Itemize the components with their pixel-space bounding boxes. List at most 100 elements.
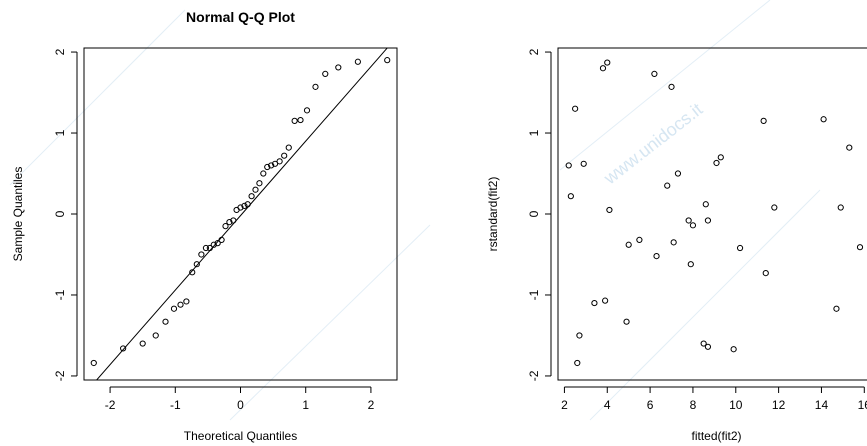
qq-point-7	[183, 298, 190, 305]
qq-x-tick-label-1: -1	[170, 398, 181, 412]
qq-point-6	[177, 301, 184, 308]
resid-point-21	[689, 222, 697, 229]
resid-x-tick-label-3: 8	[690, 398, 697, 412]
watermark-line-0	[9, 9, 186, 186]
watermark-line-3	[589, 189, 821, 421]
resid-point-27	[713, 159, 720, 167]
resid-point-18	[670, 239, 677, 246]
resid-y-tick-label-3: 1	[527, 129, 541, 136]
qq-point-0	[90, 359, 97, 367]
qq-point-17	[226, 218, 233, 226]
qq-x-tick-label-2: 0	[237, 398, 244, 412]
resid-point-14	[651, 70, 658, 78]
resid-y-tick-label-1: -1	[527, 289, 541, 300]
resid-y-tick-label-2: 0	[527, 210, 541, 217]
qq-y-axis-label: Sample Quantiles	[11, 167, 25, 262]
resid-point-12	[625, 241, 632, 248]
resid-point-17	[668, 83, 675, 90]
resid-point-24	[704, 217, 712, 224]
qq-point-3	[152, 332, 159, 339]
resid-x-tick-label-7: 16	[858, 398, 867, 412]
qq-y-tick-label-3: 1	[53, 129, 67, 136]
qq-title: Normal Q-Q Plot	[186, 9, 295, 25]
resid-x-tick-label-0: 2	[561, 398, 568, 412]
resid-point-35	[833, 305, 840, 312]
qq-point-21	[241, 202, 248, 210]
qq-point-2	[139, 340, 146, 347]
qq-point-5	[170, 305, 178, 312]
watermark: www.unidocs.it	[9, 0, 821, 421]
qq-reference-line	[95, 48, 388, 380]
resid-point-25	[704, 343, 712, 350]
qq-point-8	[189, 269, 196, 276]
qq-point-36	[312, 83, 319, 90]
resid-point-38	[856, 244, 864, 251]
resid-x-tick-label-2: 6	[647, 398, 654, 412]
resid-point-28	[717, 154, 724, 161]
resid-point-20	[685, 217, 692, 224]
qq-point-39	[354, 58, 361, 65]
resid-x-tick-label-4: 10	[729, 398, 743, 412]
resid-point-11	[623, 318, 630, 325]
resid-y-tick-label-0: -2	[527, 370, 541, 381]
qq-y-tick-label-0: -2	[53, 370, 67, 381]
resid-point-26	[700, 340, 707, 347]
qq-point-24	[252, 186, 259, 193]
resid-point-4	[580, 160, 587, 167]
qq-point-16	[222, 223, 229, 230]
qq-point-40	[384, 57, 391, 64]
qq-point-14	[214, 240, 221, 247]
qq-point-26	[260, 170, 267, 177]
resid-point-2	[572, 105, 579, 112]
resid-point-22	[687, 261, 694, 268]
qq-x-axis-label: Theoretical Quantiles	[184, 429, 297, 443]
qq-x-tick-label-4: 2	[368, 398, 375, 412]
resid-x-axis: 2 4 6 8 10 12 14 16	[561, 386, 867, 412]
qq-point-37	[322, 70, 329, 78]
qq-point-30	[276, 158, 283, 165]
qq-point-29	[271, 160, 279, 167]
resid-point-9	[606, 206, 613, 214]
qq-data-layer	[90, 48, 391, 380]
resid-x-tick-label-6: 14	[815, 398, 829, 412]
qq-point-13	[210, 241, 217, 248]
qq-point-1	[120, 345, 127, 352]
resid-point-1	[567, 193, 574, 200]
qq-point-38	[335, 64, 342, 71]
qq-y-tick-label-4: 2	[53, 48, 67, 55]
qq-point-10	[198, 251, 205, 258]
qq-point-22	[244, 201, 251, 208]
resid-point-3	[576, 332, 583, 339]
residual-plot: 246810121416-2-1012fitted(fit2)rstandard…	[486, 47, 867, 443]
resid-x-tick-label-5: 12	[772, 398, 786, 412]
resid-point-23	[702, 201, 709, 208]
qq-point-9	[193, 261, 200, 268]
qq-point-11	[202, 244, 210, 252]
watermark-line-1	[229, 224, 431, 421]
watermark-text: www.unidocs.it	[599, 99, 706, 189]
qq-point-28	[268, 162, 275, 169]
resid-point-34	[820, 116, 827, 123]
resid-point-15	[653, 253, 660, 260]
resid-y-tick-label-4: 2	[527, 48, 541, 55]
qq-point-34	[297, 116, 304, 124]
resid-y-axis: -2 -1 0 1 2	[527, 48, 552, 381]
resid-point-6	[591, 299, 598, 307]
qq-point-25	[256, 180, 263, 187]
resid-point-16	[664, 182, 671, 189]
resid-point-37	[846, 144, 853, 151]
qq-point-35	[303, 107, 311, 114]
qq-point-12	[206, 244, 213, 252]
resid-point-13	[636, 236, 643, 244]
watermark-line-2	[559, 0, 771, 171]
resid-point-19	[674, 170, 682, 177]
qq-point-32	[285, 144, 292, 151]
qq-y-tick-label-2: 0	[53, 210, 67, 217]
resid-point-30	[736, 244, 744, 252]
qq-point-15	[218, 236, 225, 244]
qq-point-33	[291, 117, 298, 124]
qq-point-20	[237, 204, 244, 211]
qq-x-axis: -2 -1 0 1 2	[105, 386, 375, 412]
resid-plot-frame	[557, 47, 867, 381]
